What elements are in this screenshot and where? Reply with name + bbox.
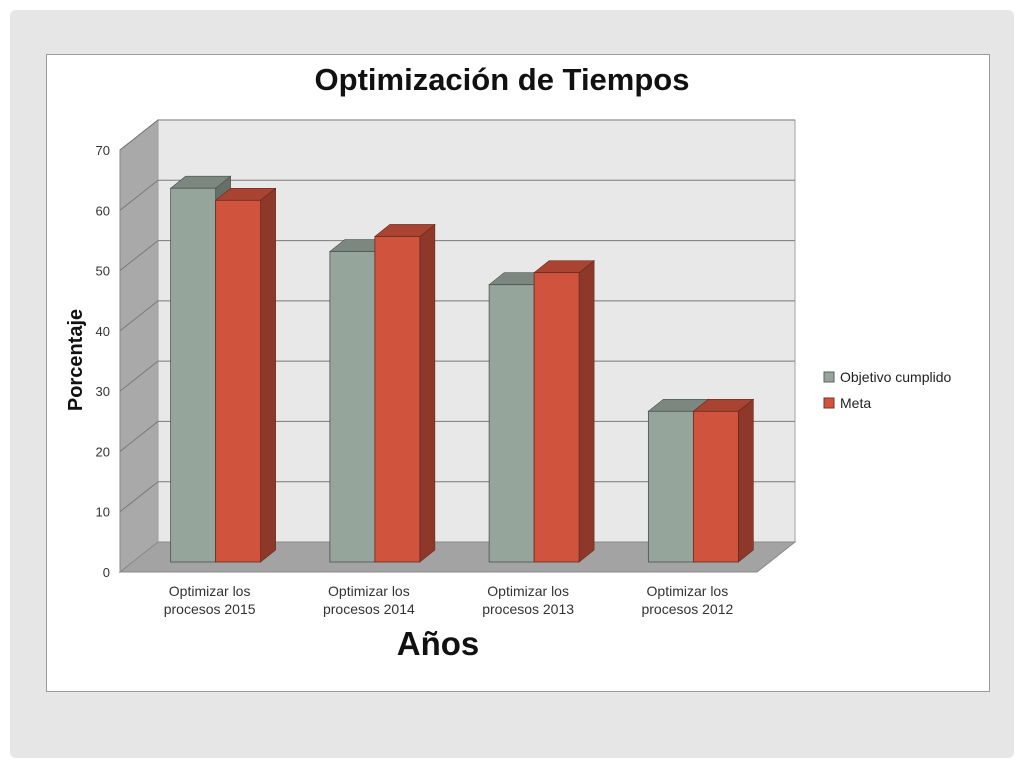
x-tick-label: procesos 2014	[323, 601, 415, 617]
bar-front	[692, 410, 739, 563]
y-tick-label: 50	[96, 264, 110, 279]
x-axis-title: Años	[397, 625, 480, 662]
chart-title: Optimización de Tiempos	[315, 62, 690, 97]
x-tick-label: procesos 2012	[641, 601, 733, 617]
y-tick-label: 70	[96, 143, 110, 158]
bar-side	[419, 223, 436, 563]
x-tick-label: Optimizar los	[647, 583, 729, 599]
legend-label: Meta	[840, 395, 871, 411]
x-tick-label: Optimizar los	[487, 583, 569, 599]
bar-front	[533, 272, 580, 563]
bar-front	[329, 251, 376, 563]
bar-front	[374, 236, 421, 563]
y-tick-label: 60	[96, 203, 110, 218]
bar-meta	[692, 398, 755, 563]
y-tick-label: 10	[96, 505, 110, 520]
bar-front	[215, 199, 262, 563]
bar-side	[738, 398, 754, 563]
x-tick-label: procesos 2013	[482, 601, 574, 617]
x-tick-label: Optimizar los	[328, 583, 410, 599]
x-tick-label: Optimizar los	[169, 583, 251, 599]
gridline	[119, 119, 795, 151]
legend-swatch	[823, 397, 835, 409]
bar-meta	[214, 187, 277, 563]
y-tick-label: 30	[96, 384, 110, 399]
y-tick-label: 40	[96, 324, 110, 339]
gridline	[119, 179, 795, 211]
bar-meta	[374, 223, 436, 563]
floor	[118, 541, 797, 573]
y-tick-label: 0	[103, 565, 110, 580]
bar-front	[647, 410, 694, 563]
bar-side	[260, 187, 276, 563]
gridline	[119, 240, 795, 271]
bar-front	[488, 284, 535, 563]
bar-meta	[533, 260, 595, 563]
y-tick-label: 20	[96, 444, 110, 459]
legend-label: Objetivo cumplido	[840, 369, 951, 385]
bar-front	[170, 187, 217, 563]
side-wall	[119, 118, 159, 574]
y-axis-title: Porcentaje	[65, 309, 87, 411]
x-tick-label: procesos 2015	[164, 601, 256, 617]
bar-side	[578, 260, 595, 563]
legend-swatch	[823, 371, 835, 383]
